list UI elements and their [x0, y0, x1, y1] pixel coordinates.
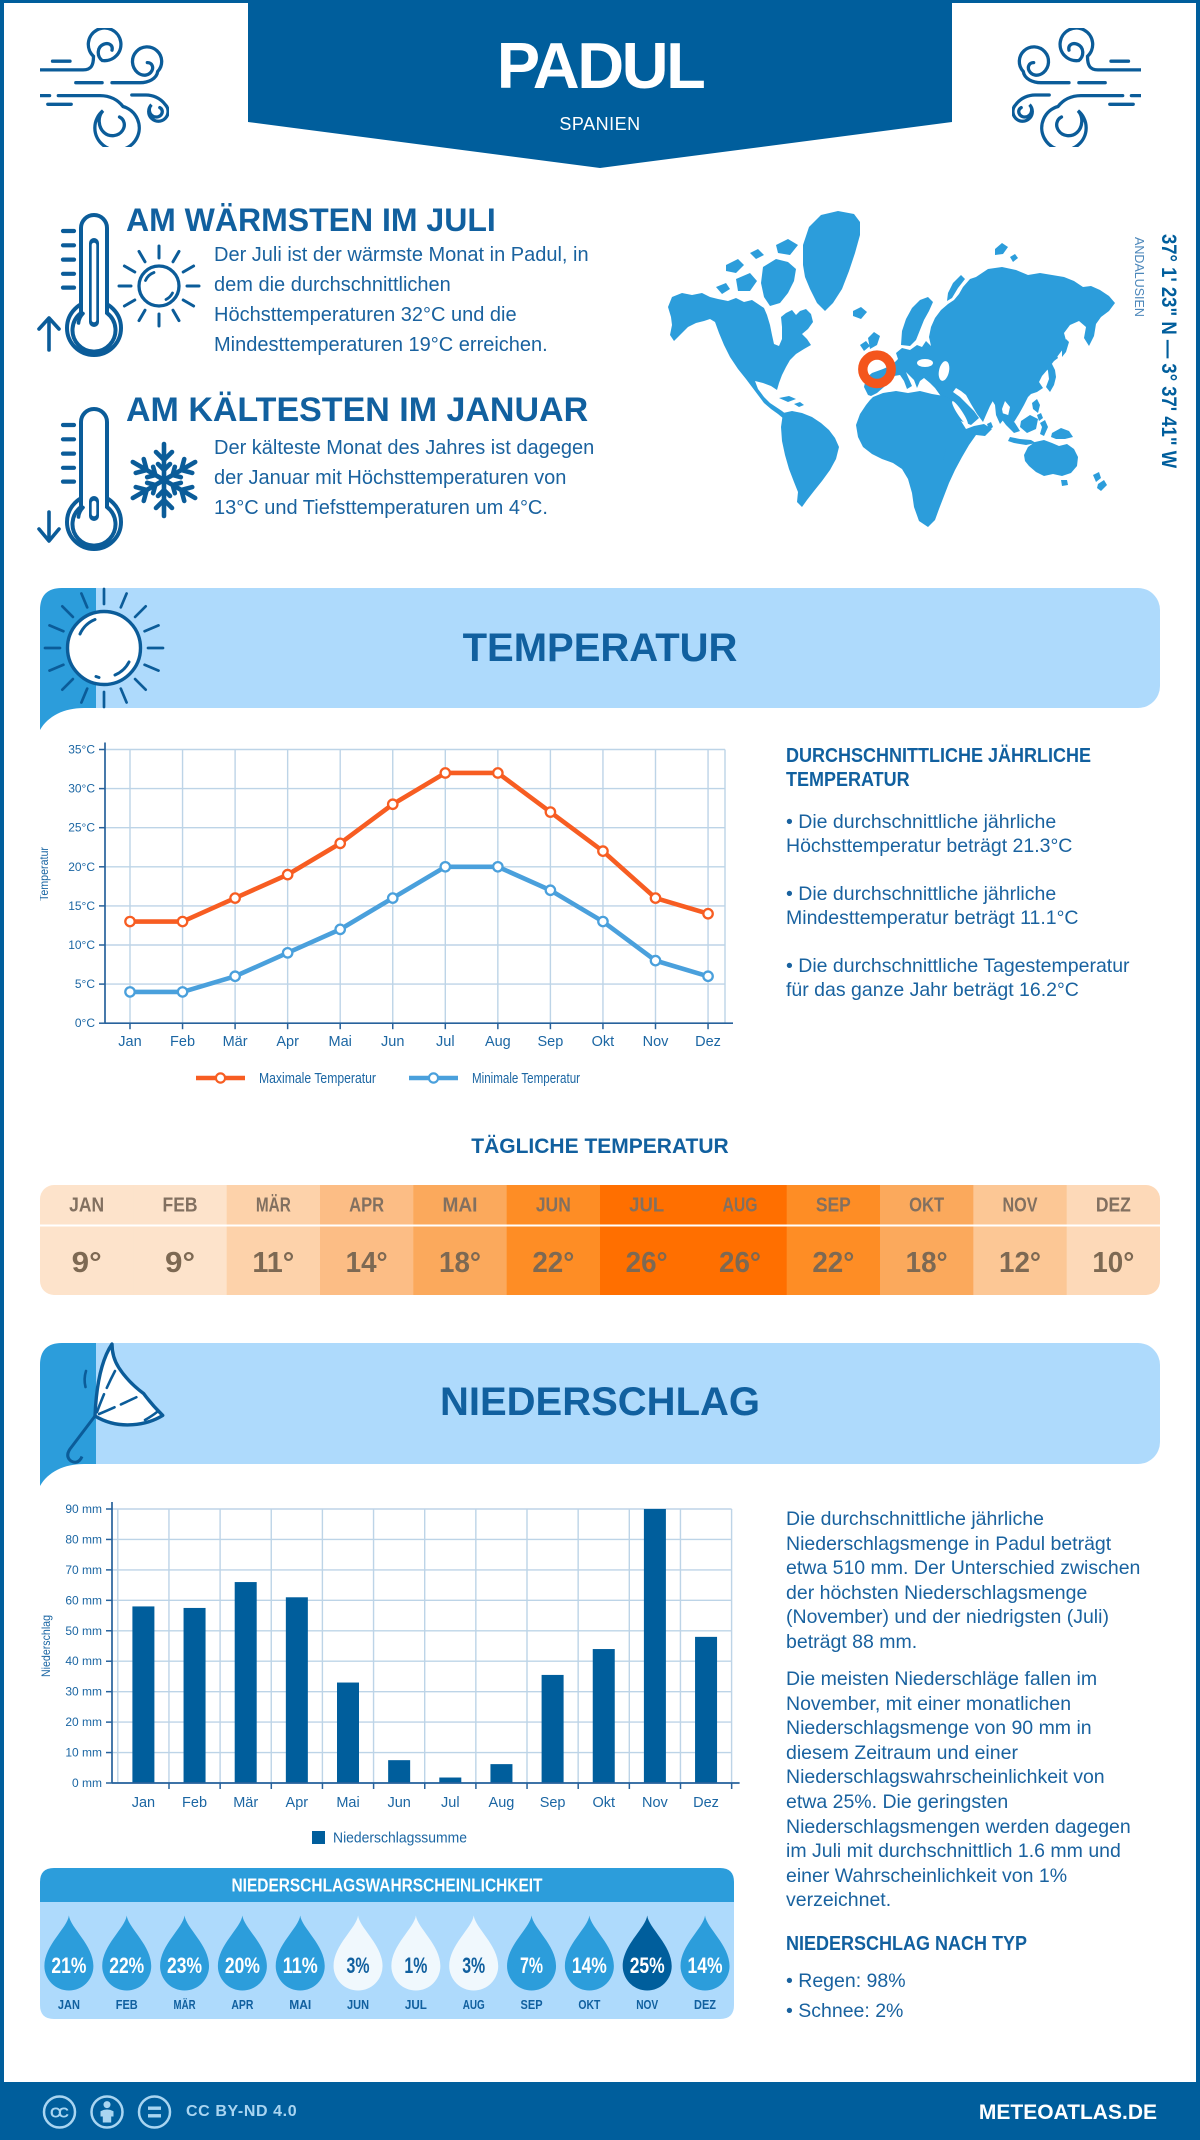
svg-text:JAN: JAN	[69, 1195, 104, 1217]
svg-text:Nov: Nov	[642, 1795, 669, 1811]
svg-text:NIEDERSCHLAGSWAHRSCHEINLICHKEI: NIEDERSCHLAGSWAHRSCHEINLICHKEIT	[232, 1876, 543, 1896]
svg-text:0 mm: 0 mm	[72, 1776, 102, 1790]
svg-text:Nov: Nov	[643, 1034, 670, 1050]
svg-text:Sep: Sep	[537, 1034, 563, 1050]
svg-text:26°: 26°	[719, 1247, 761, 1279]
svg-text:21%: 21%	[51, 1953, 86, 1978]
svg-text:JUL: JUL	[405, 1997, 427, 2012]
svg-text:Jan: Jan	[118, 1034, 141, 1050]
svg-text:7%: 7%	[520, 1953, 543, 1978]
svg-text:NOV: NOV	[1003, 1195, 1039, 1217]
svg-text:Okt: Okt	[592, 1795, 615, 1811]
svg-text:15°C: 15°C	[68, 899, 95, 913]
svg-text:18°: 18°	[439, 1247, 481, 1279]
svg-text:14°: 14°	[346, 1247, 388, 1279]
svg-text:50 mm: 50 mm	[65, 1624, 102, 1638]
svg-text:11%: 11%	[283, 1953, 318, 1978]
svg-text:22°: 22°	[532, 1247, 574, 1279]
svg-text:Aug: Aug	[489, 1795, 515, 1811]
svg-text:12°: 12°	[999, 1247, 1041, 1279]
svg-text:Jun: Jun	[387, 1795, 410, 1811]
svg-text:JAN: JAN	[58, 1997, 80, 2012]
svg-text:JUN: JUN	[536, 1195, 571, 1217]
svg-text:20°C: 20°C	[68, 860, 95, 874]
svg-text:40 mm: 40 mm	[65, 1654, 102, 1668]
svg-text:DEZ: DEZ	[694, 1997, 716, 2012]
svg-text:Temperatur: Temperatur	[40, 847, 51, 901]
svg-text:30°C: 30°C	[68, 782, 95, 796]
svg-text:9°: 9°	[165, 1247, 195, 1279]
svg-text:APR: APR	[349, 1195, 384, 1217]
svg-text:Apr: Apr	[286, 1795, 309, 1811]
svg-text:3%: 3%	[462, 1953, 485, 1978]
svg-text:Mai: Mai	[329, 1034, 352, 1050]
svg-text:30 mm: 30 mm	[65, 1685, 102, 1699]
svg-text:Maximale Temperatur: Maximale Temperatur	[259, 1070, 376, 1087]
svg-text:MAI: MAI	[443, 1195, 478, 1217]
svg-text:Mär: Mär	[223, 1034, 248, 1050]
svg-text:18°: 18°	[906, 1247, 948, 1279]
svg-text:Jan: Jan	[132, 1795, 155, 1811]
svg-text:APR: APR	[231, 1997, 253, 2012]
svg-text:14%: 14%	[572, 1953, 607, 1978]
svg-text:80 mm: 80 mm	[65, 1532, 102, 1546]
svg-text:MÄR: MÄR	[256, 1194, 291, 1217]
svg-text:5°C: 5°C	[75, 977, 95, 991]
svg-text:10°C: 10°C	[68, 938, 95, 952]
svg-text:35°C: 35°C	[68, 743, 95, 757]
svg-text:14%: 14%	[688, 1953, 723, 1978]
svg-text:3%: 3%	[347, 1953, 370, 1978]
svg-text:22°: 22°	[812, 1247, 854, 1279]
svg-text:23%: 23%	[167, 1953, 202, 1978]
svg-text:Mai: Mai	[336, 1795, 359, 1811]
svg-text:25%: 25%	[630, 1953, 665, 1978]
svg-text:FEB: FEB	[163, 1195, 198, 1217]
svg-text:60 mm: 60 mm	[65, 1593, 102, 1607]
svg-text:1%: 1%	[404, 1953, 427, 1978]
svg-text:Sep: Sep	[540, 1795, 566, 1811]
svg-text:Feb: Feb	[182, 1795, 207, 1811]
svg-text:Niederschlagssumme: Niederschlagssumme	[333, 1831, 467, 1847]
svg-text:9°: 9°	[72, 1247, 102, 1279]
svg-text:SEP: SEP	[816, 1195, 851, 1217]
svg-text:DEZ: DEZ	[1096, 1195, 1131, 1217]
svg-text:AUG: AUG	[723, 1195, 758, 1217]
svg-text:JUL: JUL	[629, 1195, 664, 1217]
svg-text:SEP: SEP	[521, 1997, 543, 2012]
svg-text:Dez: Dez	[695, 1034, 721, 1050]
svg-text:FEB: FEB	[116, 1997, 138, 2012]
svg-text:Dez: Dez	[693, 1795, 719, 1811]
svg-text:10°: 10°	[1092, 1247, 1134, 1279]
svg-text:22%: 22%	[109, 1953, 144, 1978]
svg-text:11°: 11°	[252, 1247, 294, 1279]
svg-text:Jul: Jul	[436, 1034, 455, 1050]
svg-text:26°: 26°	[626, 1247, 668, 1279]
svg-text:Niederschlag: Niederschlag	[40, 1615, 53, 1677]
svg-text:JUN: JUN	[347, 1997, 369, 2012]
svg-text:0°C: 0°C	[75, 1016, 95, 1030]
svg-text:Okt: Okt	[592, 1034, 615, 1050]
svg-text:Jun: Jun	[381, 1034, 404, 1050]
svg-text:70 mm: 70 mm	[65, 1563, 102, 1577]
svg-text:Aug: Aug	[485, 1034, 511, 1050]
svg-text:25°C: 25°C	[68, 821, 95, 835]
svg-text:MÄR: MÄR	[174, 1997, 196, 2012]
svg-text:20%: 20%	[225, 1953, 260, 1978]
svg-text:MAI: MAI	[289, 1997, 311, 2012]
svg-text:OKT: OKT	[578, 1997, 600, 2012]
svg-text:OKT: OKT	[909, 1195, 944, 1217]
svg-text:NOV: NOV	[636, 1997, 658, 2012]
svg-text:CC: CC	[50, 2105, 69, 2122]
svg-text:Apr: Apr	[276, 1034, 299, 1050]
svg-text:Feb: Feb	[170, 1034, 195, 1050]
svg-text:Minimale Temperatur: Minimale Temperatur	[472, 1070, 580, 1087]
svg-text:90 mm: 90 mm	[65, 1502, 102, 1516]
svg-text:Mär: Mär	[233, 1795, 258, 1811]
svg-text:10 mm: 10 mm	[65, 1746, 102, 1760]
svg-text:AUG: AUG	[463, 1997, 485, 2012]
svg-text:Jul: Jul	[441, 1795, 460, 1811]
svg-text:20 mm: 20 mm	[65, 1715, 102, 1729]
